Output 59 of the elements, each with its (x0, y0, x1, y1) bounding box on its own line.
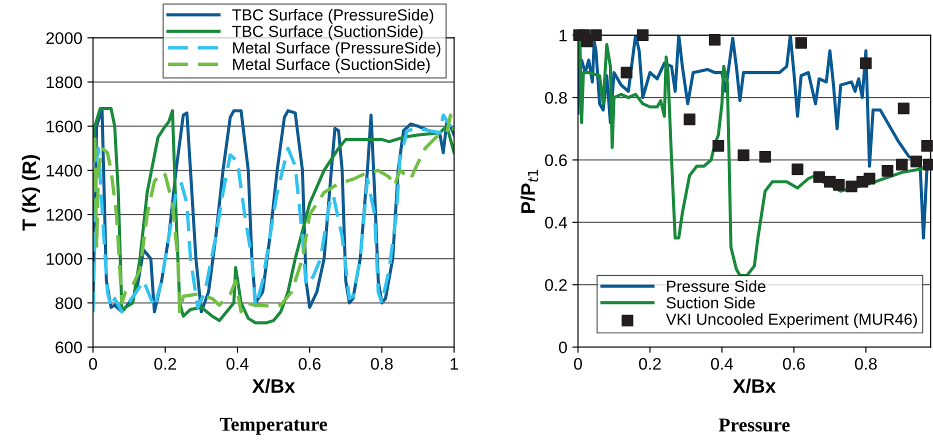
point (860, 57, 872, 70)
y-tick-label: 1800 (46, 76, 82, 88)
x-tick-label: 0.2 (154, 358, 176, 370)
y-tick-label: 2000 (46, 32, 82, 44)
legend-label: VKI Uncooled Experiment (MUR46) (666, 313, 917, 328)
x-axis-title: X/Bx (252, 378, 296, 394)
point (636, 29, 649, 41)
legend-label: TBC Surface (PressureSide) (232, 8, 434, 24)
point (864, 172, 876, 184)
point (792, 163, 804, 176)
y-tick-label: 1 (560, 30, 567, 42)
y-tick-label: 800 (56, 297, 82, 310)
y-tick-label: 1000 (46, 253, 82, 265)
point (795, 37, 807, 49)
legend-label: Metal Surface (PressureSide) (233, 42, 440, 57)
point (896, 158, 908, 170)
x-tick-label: 0.6 (298, 358, 321, 370)
text: Pressure (718, 418, 790, 432)
point (846, 180, 858, 192)
y-tick-label: 1200 (46, 208, 82, 221)
y-tick-label: 0.4 (545, 216, 568, 229)
y-tick-label: 0.2 (545, 279, 567, 291)
x-tick-label: 1 (450, 358, 458, 370)
x-axis-title: X/Bx (732, 378, 776, 394)
legend-label: Metal Surface (SuctionSide) (233, 58, 430, 74)
point (581, 36, 593, 48)
point (738, 149, 750, 162)
point (620, 66, 632, 78)
point (898, 102, 910, 114)
y-tick-label: 1400 (46, 164, 82, 177)
x-tick-label: 0.8 (370, 358, 393, 370)
x-tick-label: 0.4 (711, 358, 734, 370)
y-tick-label: 0.6 (545, 154, 567, 166)
x-tick-label: 0.2 (639, 358, 661, 370)
point (684, 114, 696, 126)
x-tick-label: 0 (574, 358, 582, 370)
legend-label: Suction Side (666, 296, 755, 308)
x-tick-label: 0.8 (854, 358, 877, 370)
y-axis-title: P/P$_{t1}$ (520, 170, 538, 213)
point (759, 150, 771, 163)
point (712, 140, 724, 152)
y-tick-label: 0.8 (545, 92, 567, 104)
y-tick-label: 0 (558, 342, 567, 354)
point (708, 34, 721, 46)
point (833, 179, 845, 191)
y-tick-label: 1600 (46, 120, 82, 132)
y-tick-label: 600 (56, 342, 82, 354)
point (921, 140, 933, 152)
x-tick-label: 0.6 (782, 358, 805, 370)
point (590, 29, 602, 41)
point (910, 156, 922, 168)
legend-label: TBC Surface (SuctionSide) (232, 25, 423, 40)
legend-label: Pressure Side (667, 280, 766, 292)
y-axis-title: T (K) (R) (22, 155, 40, 231)
x-tick-label: 0.4 (226, 358, 249, 370)
text: Temperature (220, 418, 328, 435)
point (813, 171, 825, 183)
point (882, 165, 894, 177)
x-tick-label: 0 (89, 358, 98, 370)
